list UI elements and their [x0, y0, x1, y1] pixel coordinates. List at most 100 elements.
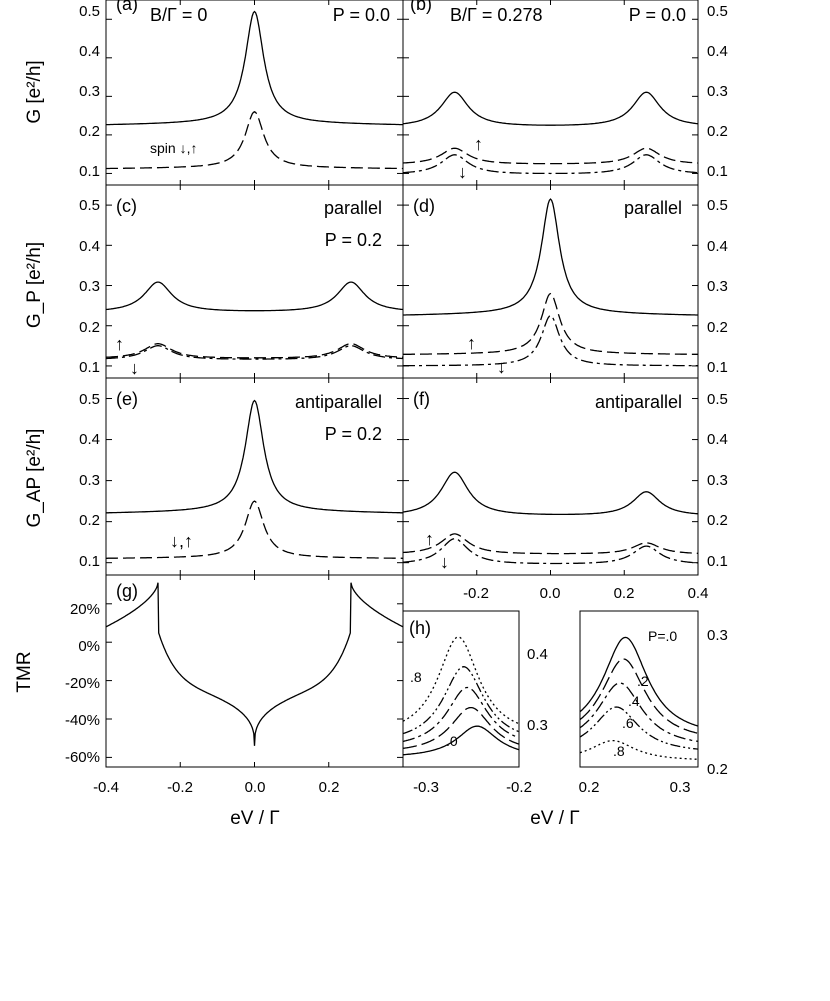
- panel-c-label: (c): [116, 196, 137, 216]
- d-ytick-0.1: 0.1: [707, 359, 728, 376]
- panel-g-label: (g): [116, 581, 138, 601]
- g-xtick-0.0: 0.0: [245, 779, 266, 796]
- panel-h-label: (h): [409, 618, 431, 638]
- a-ytick-0.5: 0.5: [79, 3, 100, 20]
- panel-h-left-curve-4: [402, 636, 520, 725]
- g-ytick-0%: 0%: [78, 638, 100, 655]
- panel-b-y-ticks: 0.1 0.2 0.3 0.4 0.5: [707, 3, 728, 180]
- panel-b-down-arrow: ↓: [458, 162, 467, 182]
- panel-e-title-right: antiparallel: [295, 392, 382, 412]
- f-ytick-0.5: 0.5: [707, 391, 728, 408]
- panel-e-y-ticks: 0.1 0.2 0.3 0.4 0.5: [79, 391, 100, 570]
- panel-c-ylabel: G_P [e²/h]: [24, 242, 45, 328]
- panel-f: (f) antiparallel ↑ ↓ 0.1 0.2 0.3 0.4 0.5…: [402, 378, 728, 602]
- f-xtick-0.0: 0.0: [540, 585, 561, 602]
- panel-c-curve-2: [106, 345, 403, 360]
- b-ytick-0.3: 0.3: [707, 83, 728, 100]
- panel-e-ylabel: G_AP [e²/h]: [24, 429, 45, 528]
- b-ytick-0.2: 0.2: [707, 123, 728, 140]
- panel-b-label: (b): [410, 0, 432, 14]
- panel-f-up-arrow: ↑: [425, 529, 434, 549]
- panel-a-curve-0: [106, 10, 403, 126]
- panel-a-ylabel: G [e²/h]: [24, 60, 45, 123]
- f-xtick--0.2: -0.2: [463, 585, 489, 602]
- b-ytick-0.4: 0.4: [707, 43, 728, 60]
- panel-f-x-ticks: -0.2 0.0 0.2 0.4: [463, 585, 708, 602]
- panel-h-right-curve-1: [579, 658, 699, 734]
- panel-h-left-y-ticks: 0.4 0.3: [527, 646, 548, 734]
- c-ytick-0.2: 0.2: [79, 319, 100, 336]
- h-xtick-0.3: 0.3: [670, 779, 691, 796]
- panel-e-title-right2: P = 0.2: [325, 424, 382, 444]
- panel-frames: [105, 0, 699, 768]
- panel-a-spin-label: spin ↓,↑: [150, 140, 197, 156]
- panel-e-curve-0: [106, 399, 403, 514]
- panel-h-xlabel: eV / Γ: [530, 808, 580, 829]
- panel-g: (g) 20% 0% -20% -40% -60% TMR -0.4 -0.2 …: [14, 575, 404, 829]
- panel-b-curve-1: [402, 147, 699, 165]
- h-right-ytick-0.3: 0.3: [707, 627, 728, 644]
- panel-d-curve-2: [403, 314, 698, 367]
- panel-b-curve-2: [402, 154, 699, 175]
- panel-e-label: (e): [116, 389, 138, 409]
- frame-a: [105, 0, 404, 186]
- panel-d-curve-0: [403, 198, 698, 316]
- f-ytick-0.4: 0.4: [707, 431, 728, 448]
- panel-a-y-ticks: 0.1 0.2 0.3 0.4 0.5: [79, 3, 100, 180]
- g-ytick--40%: -40%: [65, 712, 100, 729]
- panel-b-title-left: B/Γ = 0.278: [450, 5, 542, 25]
- panel-h-left-curve-0: [402, 725, 520, 756]
- a-ytick-0.4: 0.4: [79, 43, 100, 60]
- g-ytick--20%: -20%: [65, 675, 100, 692]
- panel-f-curve-0: [402, 471, 699, 516]
- panel-e-spin-arrows: ↓,↑: [170, 531, 193, 551]
- h-left-label-0.8: .8: [410, 669, 422, 685]
- frame-h-right: [579, 610, 699, 768]
- panel-h-right-curve-3: [579, 706, 699, 750]
- panel-d-up-arrow: ↑: [467, 333, 476, 353]
- panel-e: (e) antiparallel P = 0.2 ↓,↑ 0.1 0.2 0.3…: [24, 378, 404, 575]
- panel-h-right-labels: P=.0 .2 .4 .6 .8: [613, 628, 677, 759]
- panel-h-left-labels: .8 .0: [410, 669, 458, 749]
- c-ytick-0.4: 0.4: [79, 238, 100, 255]
- panel-c-title-right: parallel: [324, 198, 382, 218]
- h-xtick--0.2: -0.2: [506, 779, 532, 796]
- h-xtick--0.3: -0.3: [413, 779, 439, 796]
- h-left-ytick-0.3: 0.3: [527, 717, 548, 734]
- f-xtick-0.4: 0.4: [688, 585, 709, 602]
- panel-c-curve-1: [106, 343, 403, 359]
- panel-h: (h) 0.4 0.3 0.3 0.2 -0.3 -0.2 0.2 0.3 eV…: [402, 618, 728, 829]
- b-ytick-0.5: 0.5: [707, 3, 728, 20]
- panel-a: (a) B/Γ = 0 P = 0.0 spin ↓,↑ 0.1 0.2 0.3…: [24, 0, 404, 185]
- panel-d: (d) parallel ↑ ↓ 0.1 0.2 0.3 0.4 0.5: [402, 185, 728, 378]
- panel-d-y-ticks: 0.1 0.2 0.3 0.4 0.5: [707, 197, 728, 376]
- panel-h-right-curve-2: [579, 682, 699, 743]
- panel-c-title-right2: P = 0.2: [325, 230, 382, 250]
- c-ytick-0.5: 0.5: [79, 197, 100, 214]
- g-xtick--0.4: -0.4: [93, 779, 119, 796]
- h-xtick-0.2: 0.2: [579, 779, 600, 796]
- panel-d-label: (d): [413, 196, 435, 216]
- panel-f-title-right: antiparallel: [595, 392, 682, 412]
- g-xtick-0.2: 0.2: [319, 779, 340, 796]
- b-ytick-0.1: 0.1: [707, 163, 728, 180]
- panel-h-left-curve-1: [402, 706, 520, 750]
- f-ytick-0.2: 0.2: [707, 512, 728, 529]
- panel-f-y-ticks: 0.1 0.2 0.3 0.4 0.5: [707, 391, 728, 570]
- panel-f-curve-1: [402, 533, 698, 555]
- panel-c-y-ticks: 0.1 0.2 0.3 0.4 0.5: [79, 197, 100, 376]
- f-ytick-0.3: 0.3: [707, 472, 728, 489]
- g-ytick-20%: 20%: [70, 601, 100, 618]
- e-ytick-0.3: 0.3: [79, 472, 100, 489]
- panel-g-y-ticks: 20% 0% -20% -40% -60%: [65, 601, 100, 766]
- panel-a-title-right: P = 0.0: [333, 5, 390, 25]
- h-right-label-0.8: .8: [613, 743, 625, 759]
- panel-d-down-arrow: ↓: [497, 357, 506, 377]
- h-left-label-0.0: .0: [446, 733, 458, 749]
- e-ytick-0.4: 0.4: [79, 431, 100, 448]
- d-ytick-0.4: 0.4: [707, 238, 728, 255]
- g-ytick--60%: -60%: [65, 749, 100, 766]
- h-right-ytick-0.2: 0.2: [707, 761, 728, 778]
- d-ytick-0.2: 0.2: [707, 319, 728, 336]
